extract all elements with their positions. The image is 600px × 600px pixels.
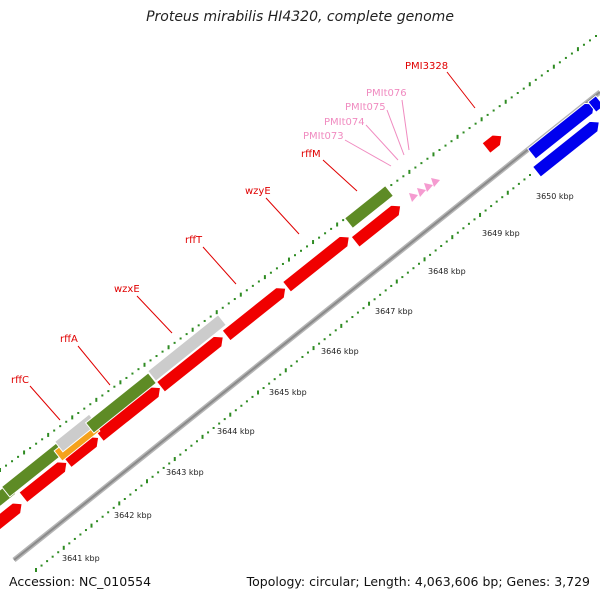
- feature-track: [0, 95, 600, 533]
- label-leader-line: [202, 246, 237, 285]
- kbp-label: 3644 kbp: [217, 427, 255, 436]
- label-leader-line: [322, 159, 358, 192]
- kbp-label: 3645 kbp: [269, 388, 307, 397]
- feature-olive: [343, 184, 395, 230]
- label-leader-line: [365, 124, 399, 161]
- cds-red: [0, 502, 23, 533]
- feature-olive: [84, 372, 158, 434]
- label-leader-line: [386, 109, 405, 156]
- kbp-label: 3650 kbp: [536, 192, 574, 201]
- kbp-label: 3641 kbp: [62, 554, 100, 563]
- gene-label: wzyE: [245, 186, 271, 197]
- trna-arrow: [409, 193, 418, 202]
- kbp-label: 3648 kbp: [428, 267, 466, 276]
- gene-label: PMIt075: [345, 102, 386, 113]
- tick-marks: [0, 35, 597, 572]
- label-leader-line: [29, 385, 61, 421]
- kbp-labels: 3641 kbp 3642 kbp 3643 kbp 3644 kbp 3645 kbp…: [62, 192, 574, 563]
- kbp-label: 3643 kbp: [166, 468, 204, 477]
- gene-labels: rffC rffA wzxE rffT wzyE rffM PMIt073 PMIt074 PM…: [11, 61, 476, 421]
- feature-blue: [531, 120, 600, 178]
- feature-grey: [147, 314, 227, 382]
- gene-label: rffT: [185, 235, 203, 246]
- kbp-label: 3647 kbp: [375, 307, 413, 316]
- label-leader-line: [344, 139, 392, 167]
- cds-red: [221, 287, 287, 342]
- gene-label: rffC: [11, 375, 29, 386]
- gene-label: PMIt074: [324, 117, 365, 128]
- gene-label: rffA: [60, 334, 78, 345]
- kbp-label: 3649 kbp: [482, 229, 520, 238]
- cds-red: [350, 204, 402, 248]
- label-leader-line: [77, 345, 111, 386]
- backbone-inner: [13, 91, 600, 561]
- cds-red: [18, 461, 68, 504]
- gene-label: PMIt073: [303, 131, 344, 142]
- cds-red: [481, 134, 503, 155]
- genome-summary-text: Topology: circular; Length: 4,063,606 bp…: [246, 574, 590, 589]
- cds-red: [155, 335, 224, 393]
- trna-arrow: [417, 188, 426, 197]
- gene-label: rffM: [301, 149, 321, 160]
- kbp-label: 3642 kbp: [114, 511, 152, 520]
- gene-label: PMIt076: [366, 88, 407, 99]
- map-title: Proteus mirabilis HI4320, complete genom…: [146, 9, 454, 25]
- kbp-label: 3646 kbp: [321, 347, 359, 356]
- label-leader-line: [446, 71, 476, 109]
- trna-arrow: [431, 178, 440, 187]
- gene-label: PMI3328: [405, 61, 448, 72]
- label-leader-line: [265, 197, 300, 235]
- cds-red: [281, 235, 350, 293]
- accession-text: Accession: NC_010554: [9, 574, 152, 589]
- label-leader-line: [401, 99, 410, 151]
- trna-arrow: [424, 183, 433, 192]
- gene-label: wzxE: [114, 284, 140, 295]
- label-leader-line: [136, 295, 173, 334]
